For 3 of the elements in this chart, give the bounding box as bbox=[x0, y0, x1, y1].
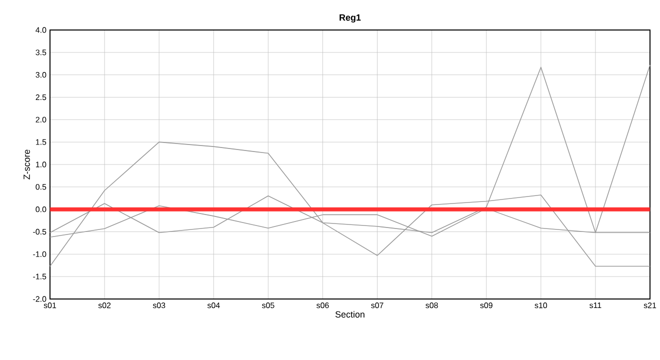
y-axis-title: Z-score bbox=[24, 150, 30, 180]
chart-title: Reg1 bbox=[340, 14, 361, 23]
x-axis-title: Section bbox=[335, 311, 364, 318]
